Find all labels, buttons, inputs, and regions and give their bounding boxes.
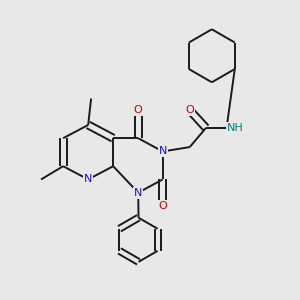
Text: N: N	[158, 146, 167, 157]
Text: N: N	[84, 174, 92, 184]
Text: NH: NH	[227, 123, 244, 133]
Text: O: O	[134, 105, 142, 115]
Text: O: O	[185, 105, 194, 115]
Text: N: N	[134, 188, 142, 198]
Text: O: O	[158, 201, 167, 211]
